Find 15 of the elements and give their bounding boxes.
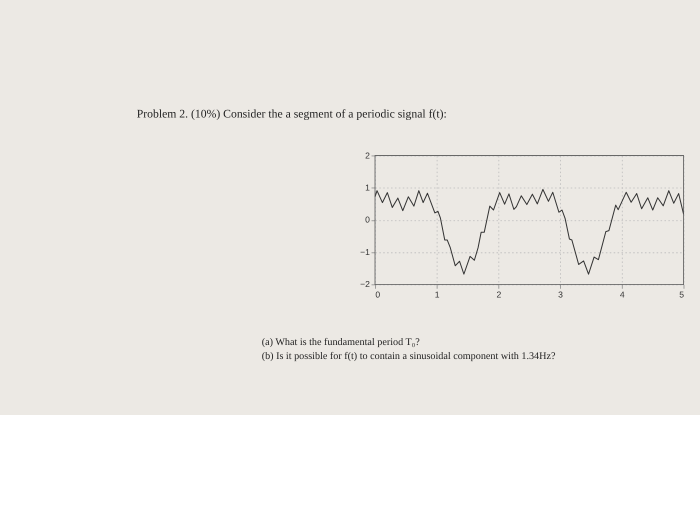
x-tick-label: 5: [679, 289, 684, 300]
x-tick-label: 3: [558, 289, 564, 300]
text: (a) What is the fundamental period T₀?: [262, 337, 420, 348]
line-series: [374, 188, 684, 275]
chart-title: Problem 2. (10%) Consider the a segment of a periodic signal f(t):: [136, 107, 447, 120]
y-tick-label: 2: [365, 150, 370, 160]
x-tick-label: 1: [434, 289, 440, 300]
x-tick-label: 2: [496, 289, 502, 300]
y-tick-label: −2: [360, 279, 370, 290]
y-tick-label: −1: [360, 246, 370, 257]
text: (b) Is it possible for f(t) to contain a sinusoidal component with 1.34Hz?: [262, 350, 556, 362]
y-tick-label: 0: [365, 214, 370, 225]
y-tick-label: 1: [365, 182, 370, 193]
x-tick-label: 4: [620, 289, 625, 300]
x-tick-label: 0: [375, 289, 380, 300]
